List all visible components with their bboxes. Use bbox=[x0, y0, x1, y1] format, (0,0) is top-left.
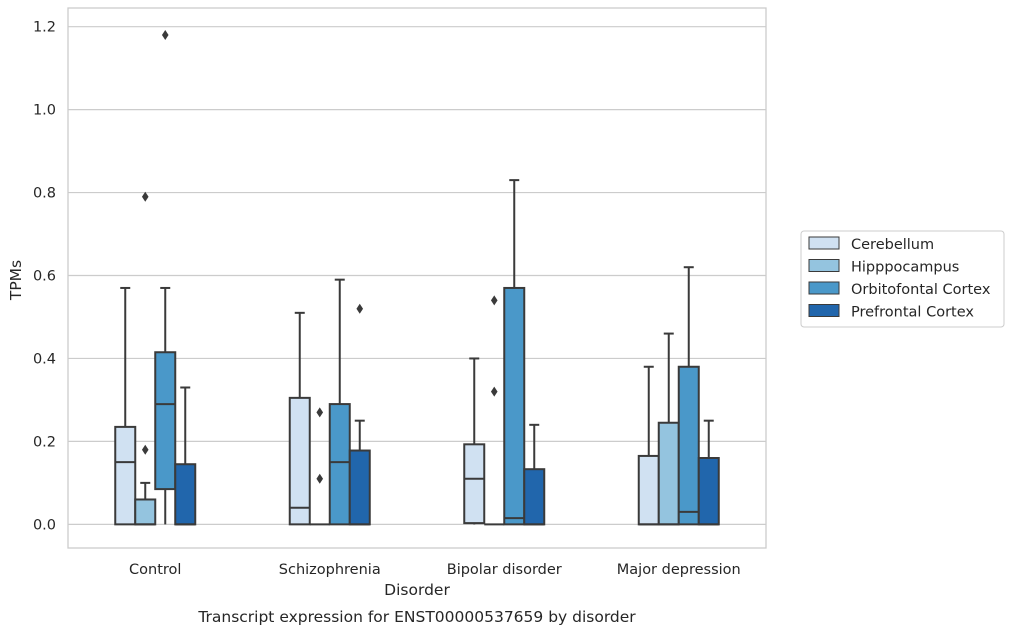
y-tick-label: 0.8 bbox=[33, 186, 56, 202]
box-group bbox=[637, 365, 660, 526]
legend-item-label: Orbitofontal Cortex bbox=[851, 282, 991, 298]
y-axis-label: TPMs bbox=[7, 260, 25, 301]
legend-swatch bbox=[808, 259, 840, 272]
box-body bbox=[348, 449, 371, 526]
legend-swatch bbox=[808, 304, 840, 317]
box-group bbox=[503, 179, 526, 526]
y-tick-label: 0.0 bbox=[33, 517, 56, 533]
boxes-layer bbox=[114, 29, 720, 526]
box-group bbox=[348, 303, 371, 526]
outlier-point bbox=[356, 303, 364, 314]
y-tick-label: 0.2 bbox=[33, 434, 56, 450]
box-body bbox=[503, 286, 526, 526]
box-group bbox=[154, 29, 177, 525]
outlier-point bbox=[141, 191, 149, 202]
box-body bbox=[154, 351, 177, 491]
plot-area-frame bbox=[67, 7, 767, 549]
box-group bbox=[463, 357, 486, 525]
box-body bbox=[637, 454, 660, 526]
box-group bbox=[114, 286, 137, 526]
x-axis-ticks: Control Schizophrenia Bipolar disorder Majo… bbox=[129, 562, 741, 578]
box-group bbox=[484, 295, 505, 526]
y-tick-label: 1.0 bbox=[33, 103, 56, 119]
y-tick-label: 1.2 bbox=[33, 20, 56, 36]
y-tick-label: 0.6 bbox=[33, 269, 56, 285]
box-group bbox=[523, 423, 546, 526]
box-group bbox=[328, 278, 351, 526]
box-body bbox=[288, 396, 311, 526]
outlier-point bbox=[316, 407, 324, 418]
box-body bbox=[657, 421, 680, 526]
chart-caption: Transcript expression for ENST0000053765… bbox=[197, 608, 636, 626]
box-group bbox=[309, 407, 330, 526]
box-body bbox=[134, 498, 157, 526]
legend-item-label: Prefrontal Cortex bbox=[851, 305, 974, 321]
box-body bbox=[114, 425, 137, 526]
x-tick-label: Schizophrenia bbox=[279, 562, 381, 578]
legend-item-label: Cerebellum bbox=[851, 237, 934, 253]
legend-frame bbox=[800, 230, 1005, 328]
box-body bbox=[523, 468, 546, 526]
outlier-point bbox=[490, 386, 498, 397]
box-group bbox=[697, 419, 720, 526]
outlier-point bbox=[161, 29, 169, 40]
x-tick-label: Bipolar disorder bbox=[447, 562, 562, 578]
box-group bbox=[657, 332, 680, 526]
box-body bbox=[174, 463, 197, 526]
x-tick-label: Major depression bbox=[617, 562, 741, 578]
box-group bbox=[288, 311, 311, 526]
y-axis-ticks: 0.0 0.2 0.4 0.6 0.8 1.0 1.2 bbox=[33, 20, 56, 534]
box-group bbox=[174, 386, 197, 526]
y-tick-label: 0.4 bbox=[33, 351, 56, 367]
box-body bbox=[328, 403, 351, 526]
box-group bbox=[677, 266, 700, 526]
legend-item-label: Hipppocampus bbox=[851, 260, 959, 276]
legend-swatch bbox=[808, 236, 840, 250]
outlier-point bbox=[490, 295, 498, 306]
x-axis-label: Disorder bbox=[384, 581, 450, 599]
legend-swatch bbox=[808, 281, 840, 295]
x-tick-label: Control bbox=[129, 562, 181, 578]
outlier-point bbox=[141, 444, 149, 455]
box-body bbox=[677, 365, 700, 526]
outlier-point bbox=[316, 473, 324, 484]
legend: Cerebellum Hipppocampus Orbitofontal Corte… bbox=[800, 230, 1005, 328]
box-body bbox=[463, 443, 486, 525]
box-group bbox=[134, 191, 157, 526]
box-body bbox=[697, 457, 720, 526]
